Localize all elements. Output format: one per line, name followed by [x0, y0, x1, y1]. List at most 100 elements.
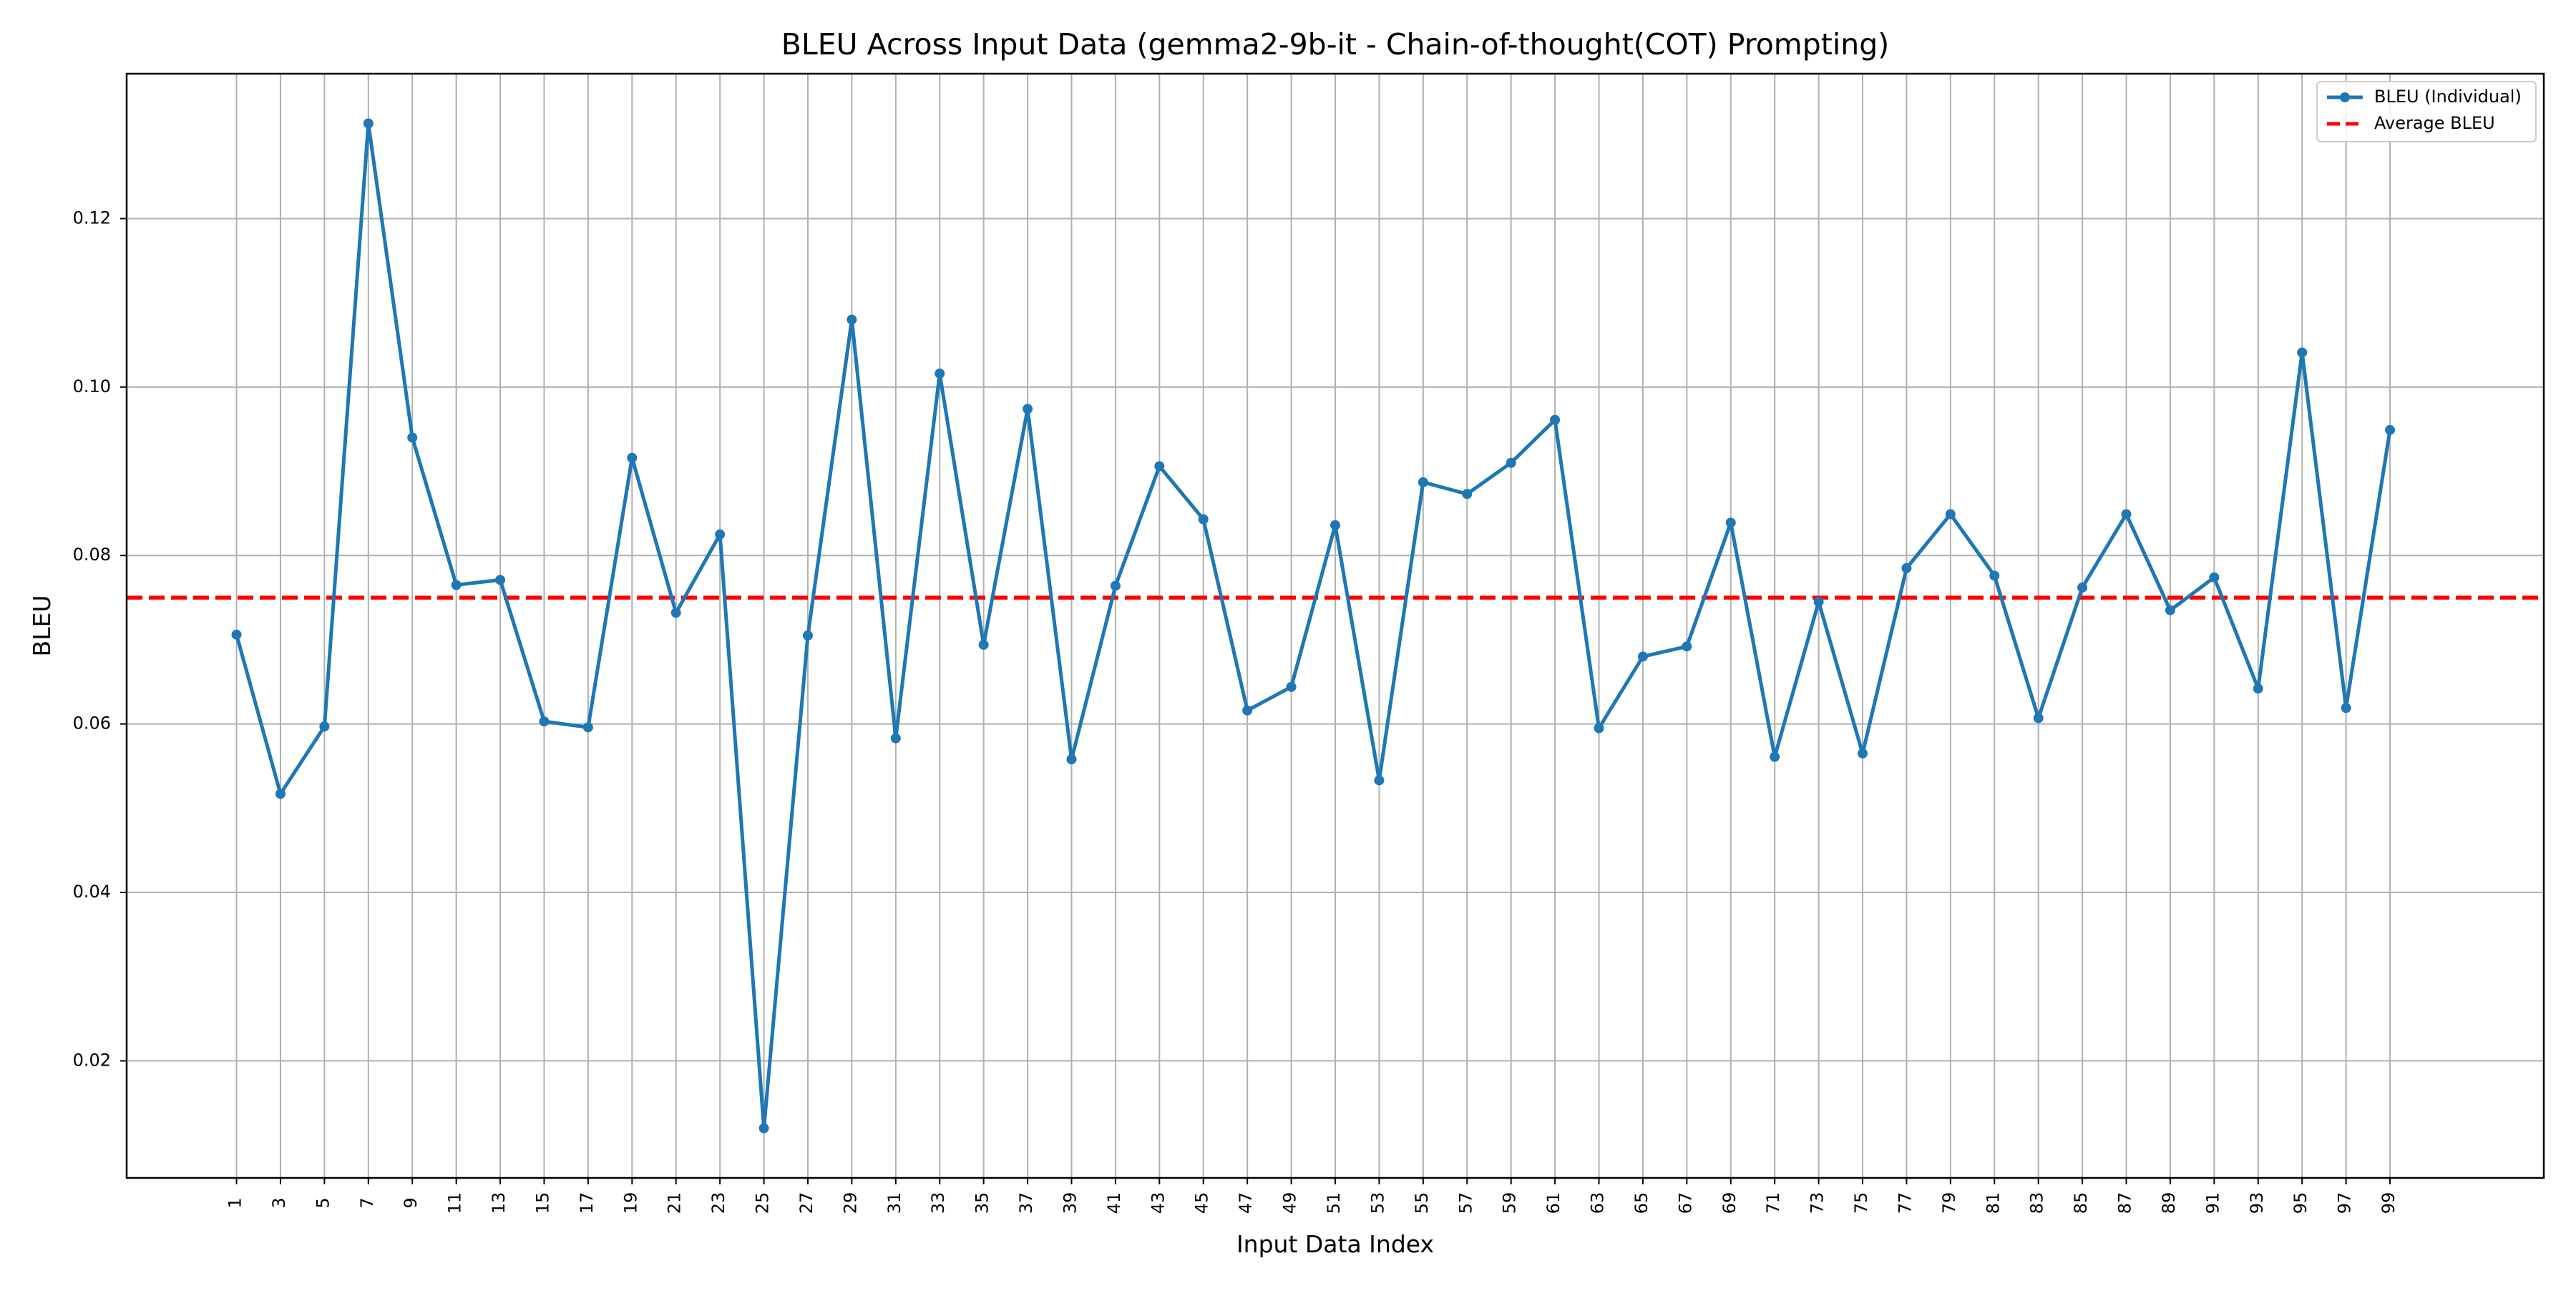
- y-tick-label: 0.02: [73, 1050, 111, 1070]
- chart-title: BLEU Across Input Data (gemma2-9b-it - C…: [781, 27, 1889, 62]
- tick-layer: 1 3 5 7 9 11 13 15 17 19 21 23 25 27 29 31 33 35 37 39 41 43 4…: [73, 208, 2399, 1214]
- legend-marker-bleu-individual: [2340, 92, 2350, 102]
- x-axis-title: Input Data Index: [1236, 1230, 1434, 1258]
- bleu-data-point: [1418, 477, 1428, 487]
- bleu-data-point: [978, 639, 989, 650]
- x-tick-label: 61: [1543, 1192, 1563, 1214]
- y-tick-label: 0.12: [73, 208, 111, 228]
- x-tick-label: 29: [840, 1192, 860, 1214]
- bleu-data-point: [2121, 509, 2132, 520]
- x-tick-label: 91: [2202, 1192, 2223, 1214]
- legend: BLEU (Individual) Average BLEU: [2316, 81, 2537, 142]
- bleu-data-point: [1330, 520, 1340, 530]
- bleu-data-point: [2033, 713, 2044, 724]
- x-tick-label: 65: [1631, 1192, 1652, 1214]
- bleu-data-point: [1813, 596, 1824, 607]
- bleu-data-point: [627, 452, 638, 463]
- x-tick-label: 11: [445, 1192, 465, 1214]
- y-tick-label: 0.10: [73, 376, 111, 396]
- y-axis-title: BLEU: [28, 595, 56, 656]
- bleu-data-point: [1154, 461, 1165, 472]
- bleu-data-point: [407, 432, 418, 443]
- bleu-data-point: [2165, 605, 2175, 615]
- legend-box: [2316, 81, 2537, 142]
- bleu-data-point: [1682, 641, 1692, 652]
- x-tick-label: 81: [1983, 1192, 2003, 1214]
- x-tick-label: 39: [1060, 1192, 1080, 1214]
- bleu-data-point: [451, 580, 462, 590]
- bleu-data-point: [2077, 582, 2088, 593]
- bleu-data-point: [1858, 748, 1868, 759]
- x-tick-label: 5: [313, 1197, 333, 1208]
- bleu-data-point: [275, 789, 286, 799]
- y-tick-label: 0.04: [73, 882, 111, 902]
- legend-label-average-bleu: Average BLEU: [2374, 113, 2495, 133]
- bleu-data-point: [582, 722, 593, 733]
- bleu-data-point: [1945, 509, 1956, 520]
- x-tick-label: 41: [1104, 1192, 1124, 1214]
- bleu-individual-line: [235, 121, 2392, 1131]
- bleu-data-point: [1989, 570, 2000, 581]
- bleu-data-point: [2209, 572, 2220, 583]
- bleu-data-point: [2297, 347, 2308, 358]
- bleu-data-point: [802, 630, 813, 641]
- x-tick-label: 7: [357, 1197, 377, 1208]
- x-tick-label: 73: [1807, 1192, 1828, 1214]
- legend-label-bleu-individual: BLEU (Individual): [2374, 87, 2522, 107]
- bleu-data-point: [1066, 754, 1077, 765]
- x-tick-label: 3: [269, 1197, 289, 1208]
- bleu-data-point: [2385, 424, 2396, 435]
- bleu-data-point: [2253, 683, 2263, 694]
- x-tick-label: 59: [1500, 1192, 1520, 1214]
- bleu-data-point: [1594, 723, 1604, 734]
- x-tick-label: 93: [2247, 1192, 2267, 1214]
- bleu-data-point: [847, 314, 857, 325]
- x-tick-label: 13: [489, 1192, 509, 1214]
- bleu-data-point: [1286, 681, 1297, 692]
- y-tick-label: 0.06: [73, 713, 111, 734]
- x-tick-label: 23: [708, 1192, 728, 1214]
- bleu-data-point: [231, 629, 242, 640]
- x-tick-label: 35: [972, 1192, 992, 1214]
- bleu-data-point: [715, 529, 726, 540]
- x-tick-label: 15: [532, 1192, 552, 1214]
- x-tick-label: 97: [2335, 1192, 2355, 1214]
- bleu-data-point: [1198, 514, 1209, 525]
- bleu-data-point: [758, 1123, 769, 1134]
- bleu-data-point: [935, 368, 945, 379]
- x-tick-label: 77: [1895, 1192, 1915, 1214]
- x-tick-label: 63: [1588, 1192, 1608, 1214]
- x-tick-label: 51: [1324, 1192, 1344, 1214]
- grid-layer: [127, 74, 2544, 1178]
- x-tick-label: 87: [2115, 1192, 2135, 1214]
- bleu-data-point: [319, 721, 330, 732]
- x-tick-label: 79: [1939, 1192, 1959, 1214]
- x-tick-label: 27: [796, 1192, 816, 1214]
- bleu-data-point: [1506, 457, 1516, 468]
- x-tick-label: 55: [1412, 1192, 1432, 1214]
- bleu-data-point: [1550, 414, 1561, 425]
- x-tick-label: 95: [2290, 1192, 2311, 1214]
- x-tick-label: 9: [401, 1197, 421, 1208]
- bleu-data-point: [890, 733, 901, 744]
- x-tick-label: 1: [225, 1197, 245, 1208]
- x-tick-label: 53: [1367, 1192, 1387, 1214]
- x-tick-label: 83: [2027, 1192, 2047, 1214]
- bleu-data-point: [2341, 703, 2351, 713]
- bleu-data-point: [1023, 404, 1033, 414]
- bleu-data-point: [363, 118, 374, 129]
- x-tick-label: 67: [1675, 1192, 1695, 1214]
- x-tick-label: 37: [1016, 1192, 1036, 1214]
- bleu-data-point: [1242, 705, 1253, 716]
- bleu-data-point: [1637, 651, 1648, 662]
- series-layer: [231, 118, 2396, 1134]
- bleu-data-point: [1110, 580, 1121, 591]
- bleu-data-point: [1770, 751, 1780, 762]
- x-tick-label: 69: [1719, 1192, 1740, 1214]
- bleu-data-point: [1462, 489, 1473, 500]
- x-tick-label: 45: [1192, 1192, 1212, 1214]
- bleu-data-point: [670, 608, 681, 618]
- x-tick-label: 49: [1280, 1192, 1300, 1214]
